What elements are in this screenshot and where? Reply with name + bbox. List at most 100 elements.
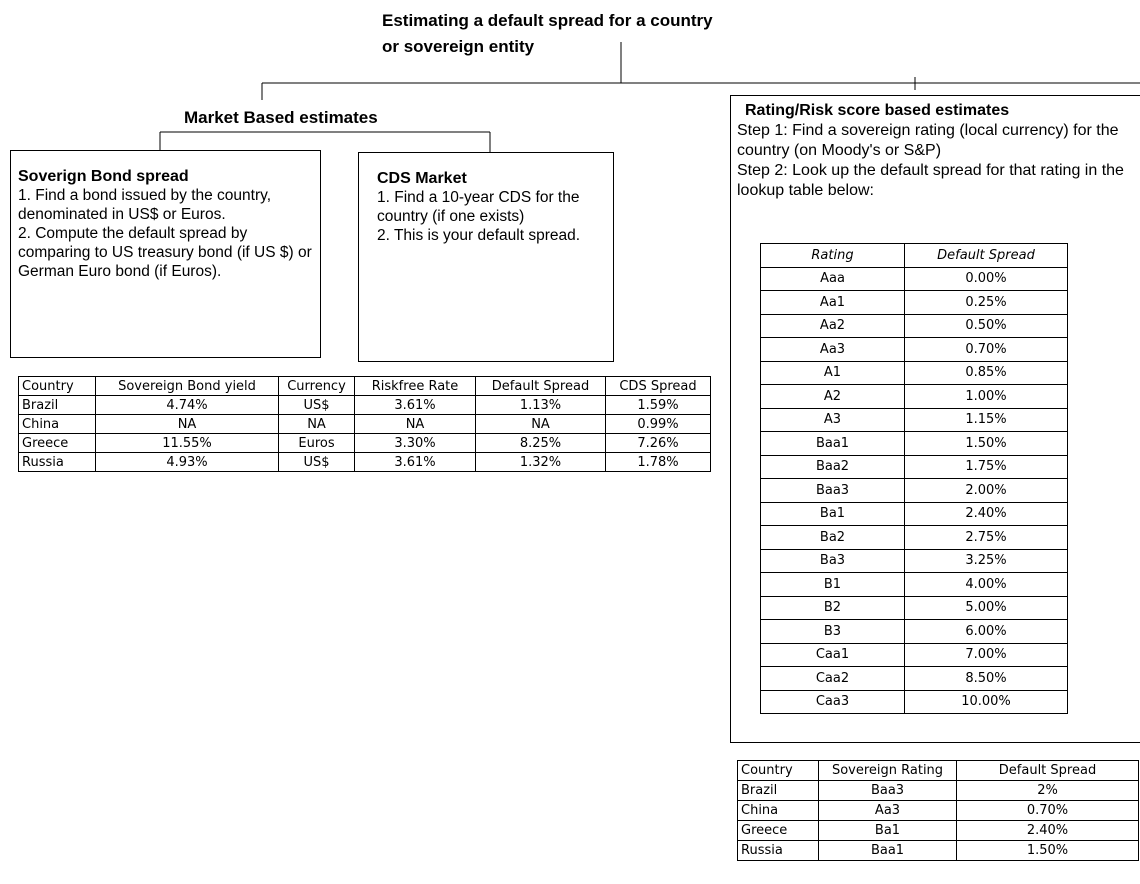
table-cell: Caa1 (760, 642, 905, 667)
table-row: Russia 4.93% US$ 3.61% 1.32% 1.78% (18, 452, 711, 472)
table-row: Brazil Baa3 2% (737, 780, 1139, 801)
table-row: Baa3 2.00% (760, 478, 1068, 503)
table-cell: 0.25% (904, 290, 1068, 315)
table-cell: 0.00% (904, 266, 1068, 291)
table-cell: Baa3 (760, 478, 905, 503)
table-cell: NA (95, 414, 279, 434)
header-row: Country Sovereign Bond yield Currency Riskf… (18, 376, 711, 396)
header-cell: Default Spread (956, 760, 1139, 781)
table-row: Brazil 4.74% US$ 3.61% 1.13% 1.59% (18, 395, 711, 415)
table-cell: A1 (760, 360, 905, 385)
header-cell: Country (737, 760, 819, 781)
header-cell: Sovereign Bond yield (95, 376, 279, 396)
table-cell: 1.59% (605, 395, 711, 415)
table-cell: Caa3 (760, 689, 905, 714)
table-cell: B2 (760, 595, 905, 620)
rating-box: Rating/Risk score based estimates Step 1… (730, 95, 1140, 743)
bond-box: Soverign Bond spread 1. Find a bond issu… (10, 150, 321, 358)
header-cell: Currency (278, 376, 355, 396)
table-cell: US$ (278, 395, 355, 415)
table-row: A3 1.15% (760, 407, 1068, 432)
table-cell: 3.61% (354, 395, 476, 415)
table-cell: 0.99% (605, 414, 711, 434)
table-cell: 6.00% (904, 619, 1068, 644)
table-cell: 4.00% (904, 572, 1068, 597)
table-row: Baa1 1.50% (760, 431, 1068, 456)
table-cell: Aa3 (760, 337, 905, 362)
table-cell: 1.32% (475, 452, 606, 472)
table-row: Ba2 2.75% (760, 525, 1068, 550)
table-cell: NA (475, 414, 606, 434)
table-cell: Baa2 (760, 454, 905, 479)
table-cell: Baa3 (818, 780, 957, 801)
box-text: 1. Find a bond issued by the country, de… (18, 187, 272, 223)
table-row: Caa1 7.00% (760, 642, 1068, 667)
header-cell: Sovereign Rating (818, 760, 957, 781)
table-cell: Ba2 (760, 525, 905, 550)
market-title: Market Based estimates (184, 108, 378, 127)
table-cell: Baa1 (818, 840, 957, 861)
header-row: Rating Default Spread (760, 243, 1068, 268)
table-cell: 3.25% (904, 548, 1068, 573)
table-cell: 0.85% (904, 360, 1068, 385)
table-cell: 11.55% (95, 433, 279, 453)
header-row: Country Sovereign Rating Default Spread (737, 760, 1139, 781)
header-cell: Country (18, 376, 96, 396)
table-cell: Brazil (18, 395, 96, 415)
title-line: Estimating a default spread for a countr… (382, 11, 713, 30)
table-cell: Euros (278, 433, 355, 453)
table-cell: China (737, 800, 819, 821)
country-rating-table: Country Sovereign Rating Default Spread Bra… (737, 760, 1139, 861)
table-cell: Aa1 (760, 290, 905, 315)
box-text: Step 2: Look up the default spread for t… (737, 162, 1124, 199)
table-cell: 1.50% (956, 840, 1139, 861)
table-cell: 8.25% (475, 433, 606, 453)
table-row: Greece 11.55% Euros 3.30% 8.25% 7.26% (18, 433, 711, 453)
table-row: B1 4.00% (760, 572, 1068, 597)
table-cell: 7.00% (904, 642, 1068, 667)
table-cell: Baa1 (760, 431, 905, 456)
table-cell: 7.26% (605, 433, 711, 453)
table-row: Caa2 8.50% (760, 666, 1068, 691)
table-row: Aa1 0.25% (760, 290, 1068, 315)
table-cell: 5.00% (904, 595, 1068, 620)
box-text: 2. Compute the default spread by compari… (18, 225, 312, 280)
table-cell: Russia (737, 840, 819, 861)
box-title: CDS Market (377, 170, 467, 187)
cds-box: CDS Market 1. Find a 10-year CDS for the… (358, 152, 614, 362)
table-row: Caa3 10.00% (760, 689, 1068, 714)
table-row: B3 6.00% (760, 619, 1068, 644)
table-cell: 1.13% (475, 395, 606, 415)
table-cell: 1.75% (904, 454, 1068, 479)
table-cell: Aa3 (818, 800, 957, 821)
table-cell: 1.15% (904, 407, 1068, 432)
header-cell: Default Spread (475, 376, 606, 396)
table-cell: 2.40% (956, 820, 1139, 841)
header-cell: Riskfree Rate (354, 376, 476, 396)
table-cell: Ba1 (760, 501, 905, 526)
table-row: Aaa 0.00% (760, 266, 1068, 291)
box-text: Step 1: Find a sovereign rating (local c… (737, 122, 1119, 159)
header-cell: CDS Spread (605, 376, 711, 396)
rating-table: Rating Default Spread Aaa 0.00% Aa1 0.25% Aa2 0… (760, 243, 1068, 714)
table-cell: 2% (956, 780, 1139, 801)
header-cell: Default Spread (904, 243, 1068, 268)
table-row: Russia Baa1 1.50% (737, 840, 1139, 861)
table-row: Baa2 1.75% (760, 454, 1068, 479)
table-cell: Greece (18, 433, 96, 453)
table-cell: NA (354, 414, 476, 434)
box-text: 2. This is your default spread. (377, 227, 581, 244)
table-cell: NA (278, 414, 355, 434)
table-cell: China (18, 414, 96, 434)
table-cell: Brazil (737, 780, 819, 801)
table-cell: B1 (760, 572, 905, 597)
table-cell: A2 (760, 384, 905, 409)
table-row: A1 0.85% (760, 360, 1068, 385)
table-cell: 4.93% (95, 452, 279, 472)
table-cell: 2.40% (904, 501, 1068, 526)
table-cell: Russia (18, 452, 96, 472)
header-cell: Rating (760, 243, 905, 268)
table-cell: 10.00% (904, 689, 1068, 714)
table-cell: 0.70% (904, 337, 1068, 362)
